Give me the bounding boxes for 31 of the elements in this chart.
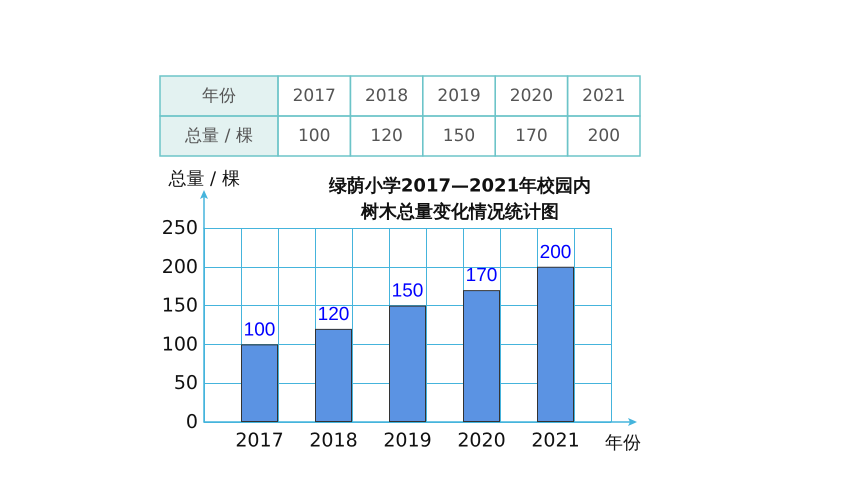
y-tick-label: 150 — [162, 294, 198, 317]
data-label: 200 — [540, 242, 572, 263]
category-label: 2018 — [364, 86, 408, 106]
y-tick-label: 100 — [162, 333, 198, 356]
y-axis-title: 总量 / 棵 — [167, 168, 240, 190]
chart-title: 绿荫小学2017—2021年校园内树木总量变化情况统计图 — [328, 176, 592, 222]
data-label: 170 — [466, 265, 498, 286]
category-label: 2017 — [292, 86, 336, 106]
text: 170 — [515, 126, 548, 146]
text: 100 — [298, 126, 330, 146]
data-label: 150 — [392, 280, 424, 302]
x-tick-label: 2019 — [383, 430, 432, 452]
data-label: 120 — [318, 304, 350, 325]
text: 120 — [370, 126, 403, 146]
category-label: 2019 — [437, 86, 481, 106]
x-tick-label: 2017 — [235, 430, 284, 452]
y-tick-label: 250 — [162, 217, 198, 239]
y-tick-label: 200 — [162, 256, 198, 278]
x-tick-label: 2021 — [531, 430, 580, 452]
y-tick-label: 50 — [174, 372, 198, 394]
category-label: 2020 — [510, 86, 554, 106]
text: 150 — [442, 126, 476, 146]
text: 年份 — [202, 86, 236, 106]
x-tick-label: 2020 — [457, 430, 506, 452]
x-axis-title: 年份 — [605, 432, 641, 454]
data-label: 100 — [244, 319, 276, 340]
y-tick-label: 0 — [186, 411, 198, 433]
category-label: 2021 — [582, 86, 626, 106]
text: 200 — [588, 126, 620, 146]
text: 总量 / 棵 — [185, 126, 253, 146]
x-tick-label: 2018 — [309, 430, 358, 452]
